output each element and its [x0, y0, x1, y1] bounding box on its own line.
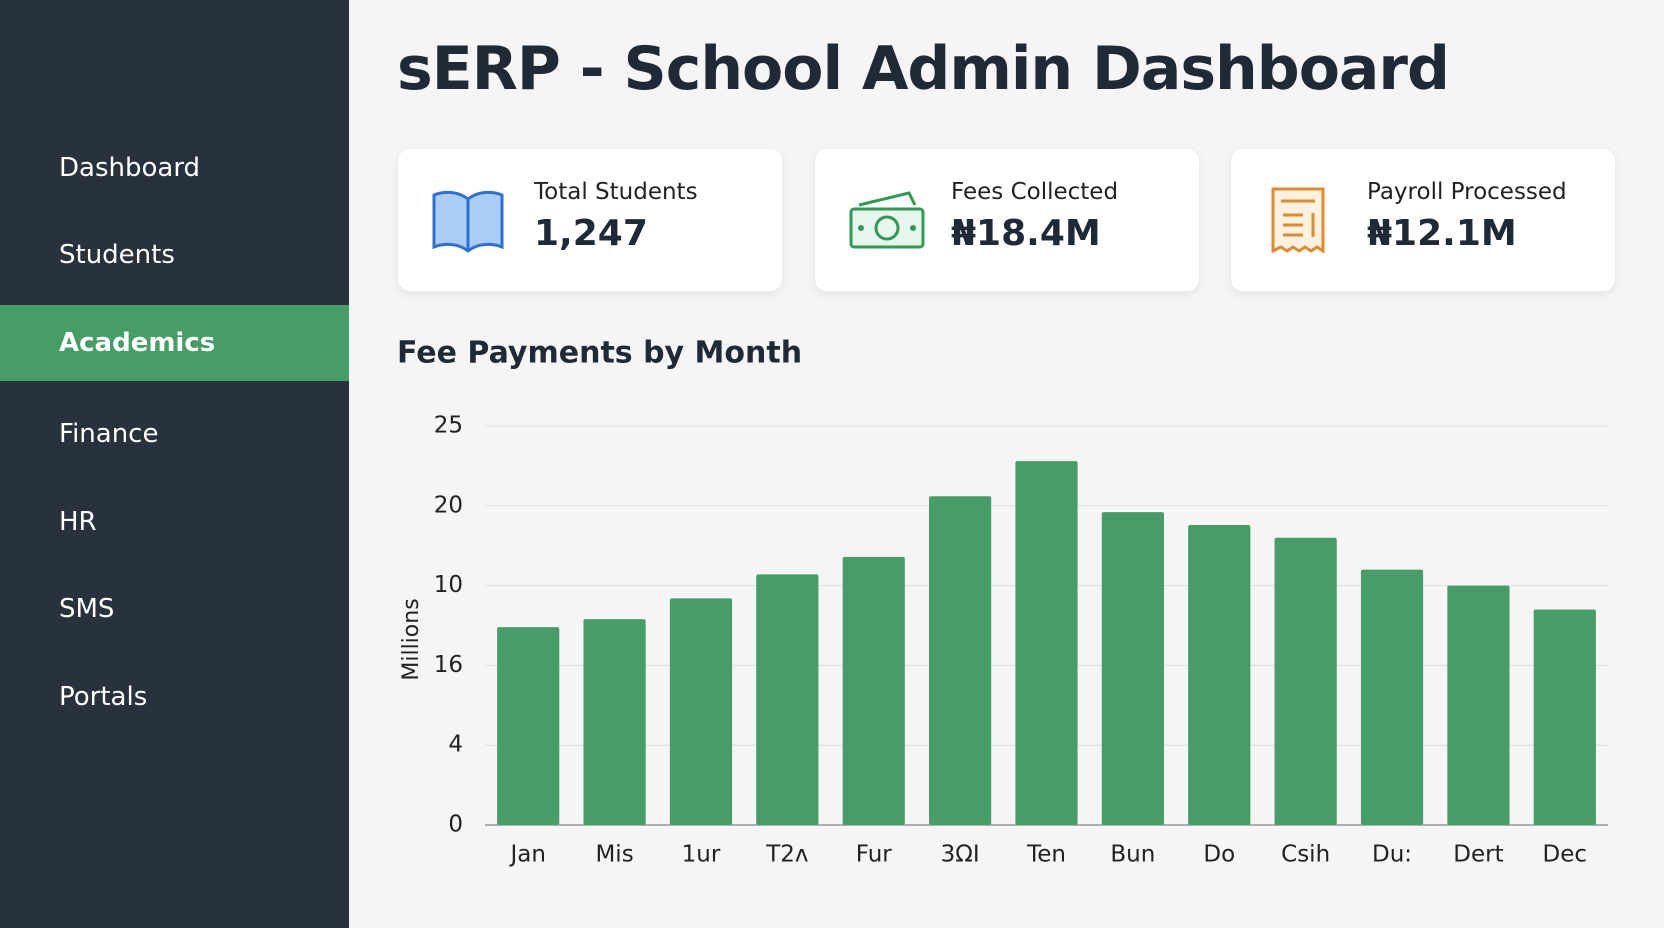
card-label: Payroll Processed	[1367, 179, 1567, 205]
bar	[497, 627, 560, 825]
y-tick-label: 16	[434, 652, 463, 678]
bar	[1360, 569, 1424, 825]
bar	[1447, 585, 1510, 825]
y-tick-label: 20	[434, 492, 463, 518]
x-tick-label: Csih	[1281, 842, 1330, 868]
stat-card: Fees Collected ₦18.4M	[815, 149, 1199, 291]
card-value: ₦12.1M	[1367, 213, 1517, 254]
nav-item[interactable]: Academics	[0, 305, 349, 381]
card-label: Total Students	[534, 179, 698, 205]
nav-item[interactable]: Students	[59, 240, 175, 270]
receipt-icon	[1271, 187, 1325, 254]
bar	[1015, 461, 1078, 825]
x-tick-label: Ten	[1026, 842, 1066, 868]
y-tick-label: 10	[434, 572, 463, 598]
card-label: Fees Collected	[951, 179, 1119, 205]
x-tick-label: Dert	[1453, 842, 1503, 868]
x-tick-label: Du:	[1372, 842, 1412, 868]
nav-item[interactable]: SMS	[59, 594, 115, 624]
x-tick-label: Fur	[856, 842, 893, 868]
money-icon	[849, 191, 925, 249]
x-tick-label: Dec	[1543, 842, 1588, 868]
x-tick-label: T2ʌ	[765, 842, 808, 868]
nav-item[interactable]: HR	[59, 507, 97, 537]
y-tick-label: 0	[448, 812, 463, 838]
card-value: 1,247	[534, 213, 648, 254]
bar	[756, 574, 819, 825]
page-title: sERP - School Admin Dashboard	[397, 34, 1450, 104]
chart: Fee Payments by Month 0 4 16 10 20 25 Millions…	[397, 336, 1608, 868]
bar	[1274, 537, 1337, 825]
x-tick-label: Do	[1203, 842, 1235, 868]
nav-item[interactable]: Portals	[59, 682, 148, 712]
x-tick-label: Mis	[595, 842, 633, 868]
stat-card: Total Students 1,247	[398, 149, 782, 291]
x-tick-label: Jan	[508, 842, 545, 868]
bar	[1188, 524, 1251, 825]
nav-item[interactable]: Finance	[59, 419, 159, 449]
book-icon	[432, 190, 504, 253]
bar	[1533, 609, 1596, 825]
nav-item[interactable]: Dashboard	[59, 153, 201, 183]
bar	[929, 496, 992, 825]
stat-card: Payroll Processed ₦12.1M	[1231, 149, 1615, 291]
x-tick-label: 1ur	[682, 842, 721, 868]
bar	[1101, 512, 1164, 825]
y-axis-label: Millions	[399, 598, 424, 680]
chart-title: Fee Payments by Month	[397, 336, 802, 371]
y-tick-label: 25	[434, 413, 463, 439]
card-value: ₦18.4M	[951, 213, 1101, 254]
sidebar: Dashboard Students Academics Finance HR SMS Po…	[0, 0, 349, 928]
x-tick-label: 3ΩI	[941, 842, 980, 868]
bar	[583, 619, 646, 825]
bar	[842, 556, 905, 825]
x-tick-label: Bun	[1110, 842, 1155, 868]
y-tick-label: 4	[448, 732, 463, 758]
bar	[669, 598, 733, 825]
